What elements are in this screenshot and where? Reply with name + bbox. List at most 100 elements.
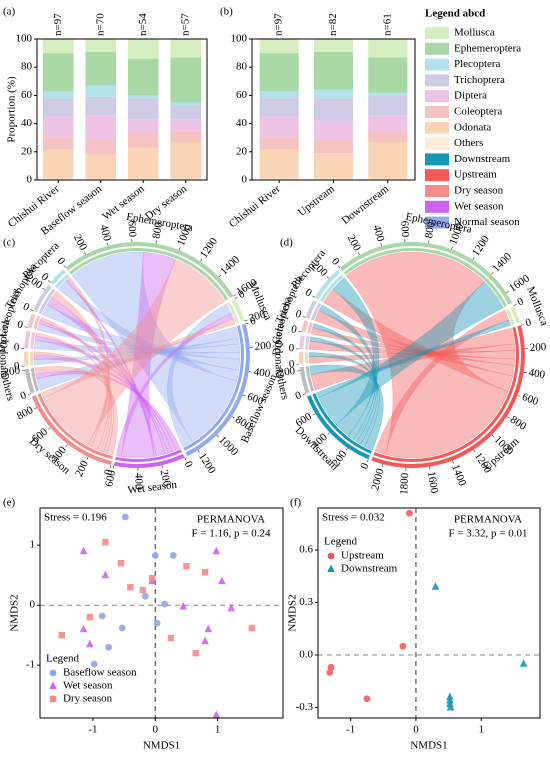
chord-ribbon [39,317,111,452]
bar-segment [368,115,408,133]
bar-segment [42,53,74,92]
legend-title: Legend [324,536,357,548]
chord-ribbon [71,251,237,443]
legend-label: Baseflow season [63,667,137,679]
point [204,624,213,633]
bar-segment [313,39,354,52]
chord-ribbon [36,323,241,360]
y-tick-label: 100 [16,33,33,45]
legend-swatch [425,27,449,39]
legend-swatch [425,58,449,71]
point [121,513,129,521]
bar-segment [313,89,354,99]
chord-tick [42,287,45,290]
bar-segment [127,133,159,148]
point [179,601,188,610]
chord-tick-label: 0 [236,288,247,301]
chord-tick [327,432,330,435]
chord-sector [50,269,66,285]
x-tick-label: Chishui River [227,183,283,230]
bar-segment [368,141,408,179]
chord-ribbon [43,259,226,446]
y-tick-label: 60 [21,89,33,101]
bar-segment [259,137,299,149]
bar-segment [170,105,202,120]
chord-sector [299,366,310,394]
bar-segment [42,148,74,179]
chord-tick-label: 1200 [470,233,492,258]
chord-ribbon [35,332,113,453]
chord-tick [357,252,360,256]
chord-ribbon [115,313,234,458]
chord-tick [298,330,302,333]
chord-sector-inner [29,351,34,366]
point [399,642,407,650]
chord-sector-label: Diptera [271,322,287,356]
chord-tick-label: 1800 [398,472,411,495]
chord-ribbon [34,366,118,456]
bar-segment [42,178,74,180]
legend-swatch [425,169,449,182]
chord-tick-label: 200 [3,364,21,378]
chord-tick [506,416,510,419]
y-axis-label: NMDS2 [9,594,21,631]
point [86,613,94,621]
point [212,710,221,719]
chord-tick [197,450,200,453]
n-label: n=97 [52,13,64,36]
point [49,669,57,677]
chord-sector [305,300,317,319]
y-tick-label: 40 [21,117,33,129]
chord-tick-label: 0 [249,315,258,328]
legend-label: Dry season [454,185,504,197]
chord-tick-label: 1000 [216,434,240,458]
chord-tick [86,456,89,460]
y-tick-label: 0.6 [299,544,313,556]
point [227,603,236,612]
point [327,552,335,560]
point [127,583,134,591]
y-axis-label: NMDS2 [287,594,299,631]
chord-tick-label: 800 [150,221,165,240]
chord-tick-label: 600 [245,391,265,408]
chord-tick-label: 0 [16,319,25,332]
x-tick-label: 1 [215,724,221,736]
y-tick-label: 100 [231,33,248,45]
chord-ribbon [33,338,240,366]
chord-tick [107,242,109,246]
chord-tick [380,243,382,247]
point [405,509,413,517]
bar-segment [368,39,408,58]
bar-segment [170,141,202,179]
legend-title: Legend abcd [425,8,485,20]
bar-segment [259,178,299,180]
bar-segment [127,95,159,99]
chord-sector-label: Plecoptera [21,240,62,282]
bar-segment [313,51,354,90]
n-label: n=57 [179,13,191,36]
chord-sector-inner [183,325,244,451]
y-tick-label: 20 [236,145,248,157]
chord-tick-label: 2000 [369,467,386,492]
point [192,649,199,657]
y-tick-label: 80 [236,61,248,73]
point [327,663,335,671]
chord-tick-label: 200 [248,308,268,325]
stress-annotation: Stress = 0.196 [44,512,107,524]
chord-sector [298,352,304,364]
chord-sector-inner [30,367,40,392]
chord-tick-label: 0 [102,468,115,477]
chord-tick-label: 200 [345,233,364,254]
chord-tick-label: 600 [398,220,411,238]
chord-sector-label: Wet season [127,479,178,497]
x-tick-label: Upstream [296,183,337,219]
chord-tick-label: 400 [253,366,272,380]
chord-tick [366,459,369,463]
bar-segment [85,140,117,155]
chord-tick [491,272,494,275]
point [49,695,57,703]
y-tick-label: 60 [236,89,248,101]
test-annotation: PERMANOVA [454,514,522,526]
chord-tick [302,316,306,318]
